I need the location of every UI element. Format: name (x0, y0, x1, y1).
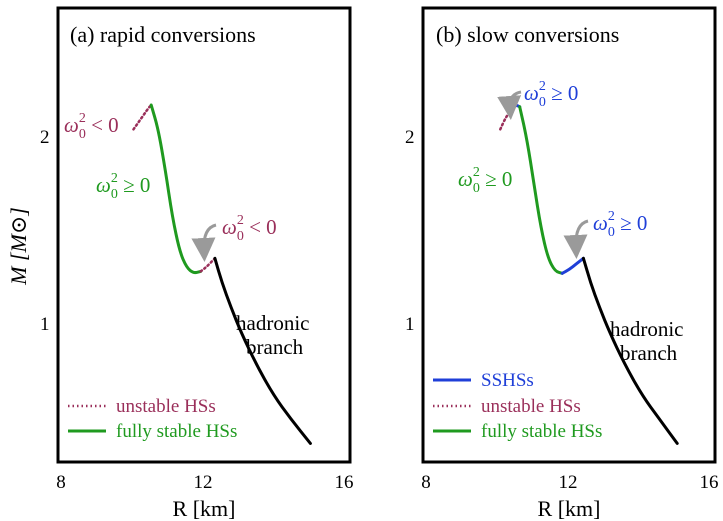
panel-a-annotation-lower: ω02 < 0 (222, 213, 277, 244)
panel-b-annotation-top: ω02 ≥ 0 (524, 79, 578, 110)
panel-a-series (132, 103, 312, 445)
panel-a-arrow (191, 223, 217, 262)
panel-a-xtick-12: 12 (194, 472, 213, 493)
series-hadronic-branch (213, 256, 312, 445)
series-hadronic-branch (581, 256, 679, 445)
panel-b-xtick-12: 12 (559, 472, 578, 493)
panel-b-annotation-middle: ω02 ≥ 0 (458, 165, 512, 196)
legend-label-unstable: unstable HSs (116, 396, 216, 417)
series-unstable-hss-second (199, 257, 217, 273)
panel-a-x-axis-label: R [km] (173, 496, 236, 521)
panel-a-annotation-middle: ω02 ≥ 0 (96, 171, 150, 202)
legend-label-stable: fully stable HSs (481, 421, 602, 442)
legend-label-unstable: unstable HSs (481, 396, 581, 417)
panel-a-title: (a) rapid conversions (70, 22, 256, 47)
panel-b-x-axis-label: R [km] (538, 496, 601, 521)
series-fully-stable-hss (518, 105, 564, 275)
panel-a-annotation-top: ω02 < 0 (64, 111, 119, 142)
series-unstable-hss (132, 103, 153, 131)
panel-b-ytick-1: 1 (405, 314, 415, 335)
panel-b-frame (421, 6, 717, 464)
panel-b-branch-label-1: hadronic (610, 317, 683, 341)
legend-label-stable: fully stable HSs (116, 421, 237, 442)
panel-a-ytick-2: 2 (40, 127, 50, 148)
panel-b-arrow-lower (563, 219, 589, 259)
panel-b-xtick-16: 16 (700, 472, 719, 493)
panel-a-branch-label-1: hadronic (236, 311, 309, 335)
panel-a-xtick-16: 16 (335, 472, 354, 493)
panel-b-xtick-8: 8 (421, 472, 431, 493)
panel-b-ytick-2: 2 (405, 127, 415, 148)
panel-b-title: (b) slow conversions (436, 22, 619, 47)
panel-b-annotation-lower: ω02 ≥ 0 (593, 209, 647, 240)
panel-a-xtick-8: 8 (56, 472, 66, 493)
panel-a-branch-label-2: branch (246, 335, 304, 359)
panel-a-ytick-1: 1 (40, 314, 50, 335)
legend-label-sshs: SSHSs (481, 370, 534, 391)
panel-b-arrow-top (497, 90, 522, 120)
series-fully-stable-hss (149, 103, 203, 275)
panel-a-legend: unstable HSs fully stable HSs (68, 396, 237, 442)
y-axis-label: M [M⊙] (6, 207, 31, 286)
panel-b-legend: SSHSs unstable HSs fully stable HSs (433, 370, 602, 442)
panel-a-frame (56, 6, 352, 464)
panel-a: (a) rapid conversions ω02 < 0 ω02 ≥ 0 ω0… (56, 6, 352, 464)
series-sshss-second (560, 256, 585, 275)
y-axis-label-text: M [M⊙] (6, 207, 31, 286)
panel-b-series (499, 103, 679, 445)
panel-b: (b) slow conversions ω02 ≥ 0 ω02 ≥ 0 ω02… (421, 6, 717, 464)
series-unstable-hss (499, 111, 511, 131)
panel-b-branch-label-2: branch (620, 341, 678, 365)
